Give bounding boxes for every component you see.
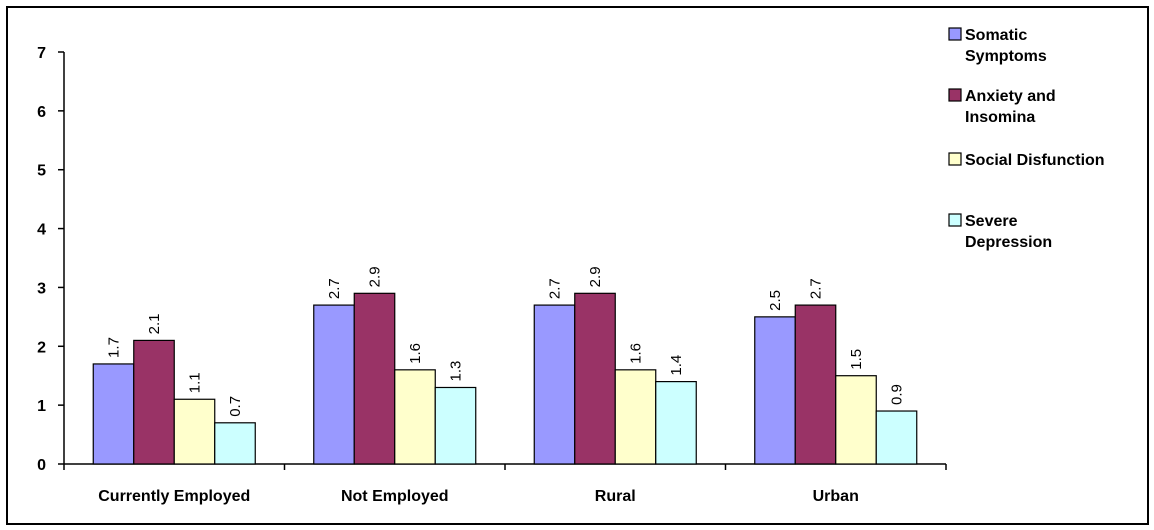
legend-label: Severe xyxy=(965,213,1018,230)
bar xyxy=(533,304,576,465)
legend-label: Symptoms xyxy=(965,48,1047,65)
data-label: 1.3 xyxy=(448,361,465,382)
bar xyxy=(574,292,616,465)
data-label: 2.5 xyxy=(767,290,784,311)
data-label: 2.9 xyxy=(367,266,384,287)
legend-swatch xyxy=(948,213,962,227)
bar xyxy=(214,422,256,465)
bar xyxy=(754,316,796,465)
y-tick-label: 3 xyxy=(37,280,46,297)
data-label: 1.5 xyxy=(848,349,865,370)
y-tick-label: 5 xyxy=(37,163,46,180)
legend-swatch xyxy=(948,88,962,102)
bar xyxy=(394,369,436,465)
data-label: 2.1 xyxy=(146,314,163,335)
bar xyxy=(794,304,837,465)
y-tick-label: 4 xyxy=(37,222,46,239)
category-label: Currently Employed xyxy=(98,488,250,505)
bar xyxy=(92,363,135,465)
legend-label: Anxiety and xyxy=(965,88,1056,105)
bar xyxy=(313,304,355,465)
data-label: 1.1 xyxy=(187,372,204,393)
data-label: 2.9 xyxy=(587,266,604,287)
data-label: 1.4 xyxy=(668,355,685,376)
data-label: 1.6 xyxy=(407,343,424,364)
data-label: 2.7 xyxy=(326,278,343,299)
legend-label: Insomina xyxy=(965,109,1035,126)
y-tick-label: 1 xyxy=(37,398,46,415)
legend-swatch xyxy=(948,152,962,166)
bar xyxy=(353,292,396,465)
bar xyxy=(655,381,697,465)
data-label: 1.6 xyxy=(628,343,645,364)
bar xyxy=(614,369,657,465)
y-tick-label: 0 xyxy=(37,457,46,474)
y-tick-label: 7 xyxy=(37,45,46,62)
legend-label: Social Disfunction xyxy=(965,152,1105,169)
bar xyxy=(835,375,877,465)
bar xyxy=(434,386,477,465)
data-label: 0.9 xyxy=(889,384,906,405)
bar xyxy=(173,398,216,465)
data-label: 0.7 xyxy=(227,396,244,417)
data-label: 2.7 xyxy=(547,278,564,299)
data-label: 2.7 xyxy=(808,278,825,299)
legend-label: Depression xyxy=(965,234,1052,251)
y-tick-label: 2 xyxy=(37,339,46,356)
legend-label: Somatic xyxy=(965,27,1027,44)
category-label: Urban xyxy=(813,488,859,505)
bar xyxy=(133,339,175,465)
category-label: Not Employed xyxy=(341,488,449,505)
category-label: Rural xyxy=(595,488,636,505)
legend-swatch xyxy=(948,27,962,41)
data-label: 1.7 xyxy=(106,337,123,358)
y-tick-label: 6 xyxy=(37,104,46,121)
bar xyxy=(875,410,918,465)
